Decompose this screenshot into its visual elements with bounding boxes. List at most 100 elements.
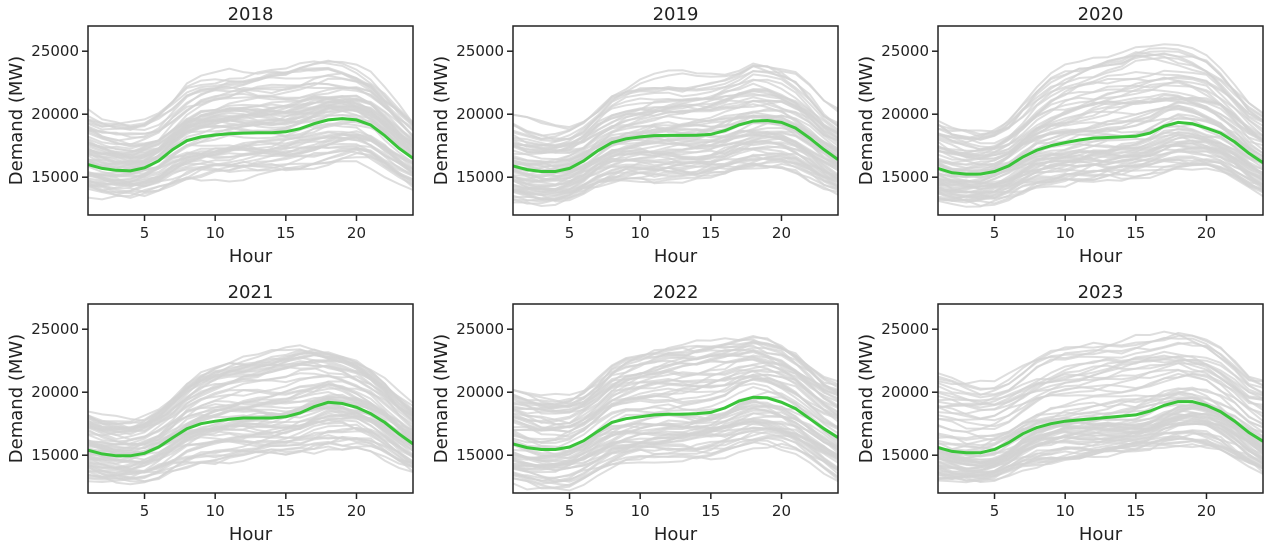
daily-demand-line	[938, 162, 1263, 208]
x-axis-label: Hour	[1079, 246, 1123, 267]
subplot-2018: 5 10 15 20 15000 20000 25000 2018 Hour Demand (MW…	[6, 4, 414, 267]
daily-demand-line	[88, 440, 413, 484]
daily-demand-line	[513, 162, 838, 197]
axes-frame	[937, 25, 1264, 216]
x-tick-label: 20	[1197, 502, 1216, 520]
daily-demand-line	[88, 412, 413, 471]
daily-demand-line	[513, 153, 838, 201]
daily-demand-line	[938, 159, 1263, 205]
y-tick-label: 15000	[31, 446, 79, 464]
mean-demand-line	[513, 395, 838, 451]
daily-demand-line	[88, 85, 413, 139]
daily-demand-line	[938, 373, 1263, 431]
y-tick-label: 25000	[31, 42, 79, 60]
daily-demand-line	[513, 107, 838, 162]
daily-demand-line	[513, 156, 838, 203]
daily-demand-line	[938, 368, 1263, 421]
daily-demand-line	[88, 60, 413, 125]
x-tick-label: 5	[140, 502, 150, 520]
x-tick-label: 10	[631, 502, 650, 520]
daily-demand-line	[513, 441, 838, 491]
y-tick-label: 25000	[881, 42, 929, 60]
daily-demand-line	[938, 440, 1263, 477]
x-tick-label: 5	[140, 224, 150, 242]
daily-demand-line	[513, 348, 838, 411]
daily-demand-line	[938, 136, 1263, 191]
x-tick-label: 5	[990, 224, 1000, 242]
mean-demand-line	[88, 117, 413, 173]
y-axis-label: Demand (MW)	[431, 334, 452, 463]
daily-demand-line	[513, 437, 838, 490]
x-tick-label: 20	[772, 502, 791, 520]
y-tick-label: 20000	[456, 383, 504, 401]
x-tick-label: 5	[565, 502, 575, 520]
daily-demand-line	[88, 146, 413, 199]
daily-demand-line	[88, 363, 413, 441]
subplot-2023: 5 10 15 20 15000 20000 25000 2023 Hour Demand (MW…	[856, 282, 1264, 545]
daily-demand-line	[88, 130, 413, 175]
x-tick-label: 15	[276, 224, 295, 242]
y-tick-label: 20000	[881, 383, 929, 401]
daily-demand-line	[513, 62, 838, 129]
y-tick-label: 20000	[456, 105, 504, 123]
daily-demand-line	[938, 76, 1263, 155]
plot-area	[938, 43, 1263, 208]
subplot-title: 2020	[1078, 4, 1124, 25]
daily-demand-line	[88, 359, 413, 436]
y-tick-label: 15000	[456, 446, 504, 464]
daily-demand-line	[88, 436, 413, 474]
daily-demand-line	[938, 47, 1263, 140]
daily-demand-line	[513, 163, 838, 208]
daily-demand-line	[938, 386, 1263, 439]
x-axis-label: Hour	[1079, 524, 1123, 545]
daily-demand-line	[938, 96, 1263, 161]
plot-area	[88, 59, 413, 201]
x-tick-label: 5	[565, 224, 575, 242]
daily-demand-line	[88, 94, 413, 146]
subplot-2021: 5 10 15 20 15000 20000 25000 2021 Hour Demand (MW…	[6, 282, 414, 545]
daily-demand-line	[513, 78, 838, 147]
axes-frame	[87, 303, 414, 494]
daily-demand-line	[513, 111, 838, 165]
subplot-title: 2018	[228, 4, 274, 25]
daily-demand-line	[513, 130, 838, 178]
daily-demand-line	[513, 420, 838, 472]
daily-demand-line	[513, 373, 838, 432]
subplot-title: 2022	[653, 282, 699, 303]
x-axis-label: Hour	[654, 246, 698, 267]
daily-demand-line	[88, 148, 413, 193]
daily-demand-line	[513, 88, 838, 153]
y-tick-label: 15000	[881, 446, 929, 464]
daily-demand-line	[513, 377, 838, 438]
daily-demand-line	[938, 409, 1263, 468]
daily-demand-line	[938, 51, 1263, 133]
daily-demand-line	[938, 92, 1263, 157]
x-axis-label: Hour	[229, 246, 273, 267]
x-tick-label: 5	[990, 502, 1000, 520]
subplot-title: 2019	[653, 4, 699, 25]
daily-demand-line	[513, 139, 838, 191]
x-tick-label: 10	[206, 224, 225, 242]
x-axis-label: Hour	[654, 524, 698, 545]
plot-area	[513, 62, 838, 208]
x-tick-label: 10	[1056, 224, 1075, 242]
y-axis-label: Demand (MW)	[431, 56, 452, 185]
daily-demand-line	[88, 353, 413, 434]
daily-demand-line	[938, 167, 1263, 202]
daily-demand-line	[88, 149, 413, 192]
daily-demand-line	[513, 364, 838, 430]
daily-demand-line	[88, 410, 413, 470]
daily-demand-line	[938, 84, 1263, 151]
daily-demand-line	[938, 359, 1263, 411]
mean-demand-line	[938, 120, 1263, 176]
x-tick-label: 15	[1126, 502, 1145, 520]
daily-demand-line	[513, 348, 838, 412]
x-tick-label: 20	[347, 502, 366, 520]
daily-demand-line	[88, 436, 413, 483]
y-tick-label: 15000	[31, 168, 79, 186]
x-axis-label: Hour	[229, 524, 273, 545]
daily-demand-line	[938, 341, 1263, 399]
x-tick-label: 20	[347, 224, 366, 242]
daily-demand-line	[938, 70, 1263, 145]
